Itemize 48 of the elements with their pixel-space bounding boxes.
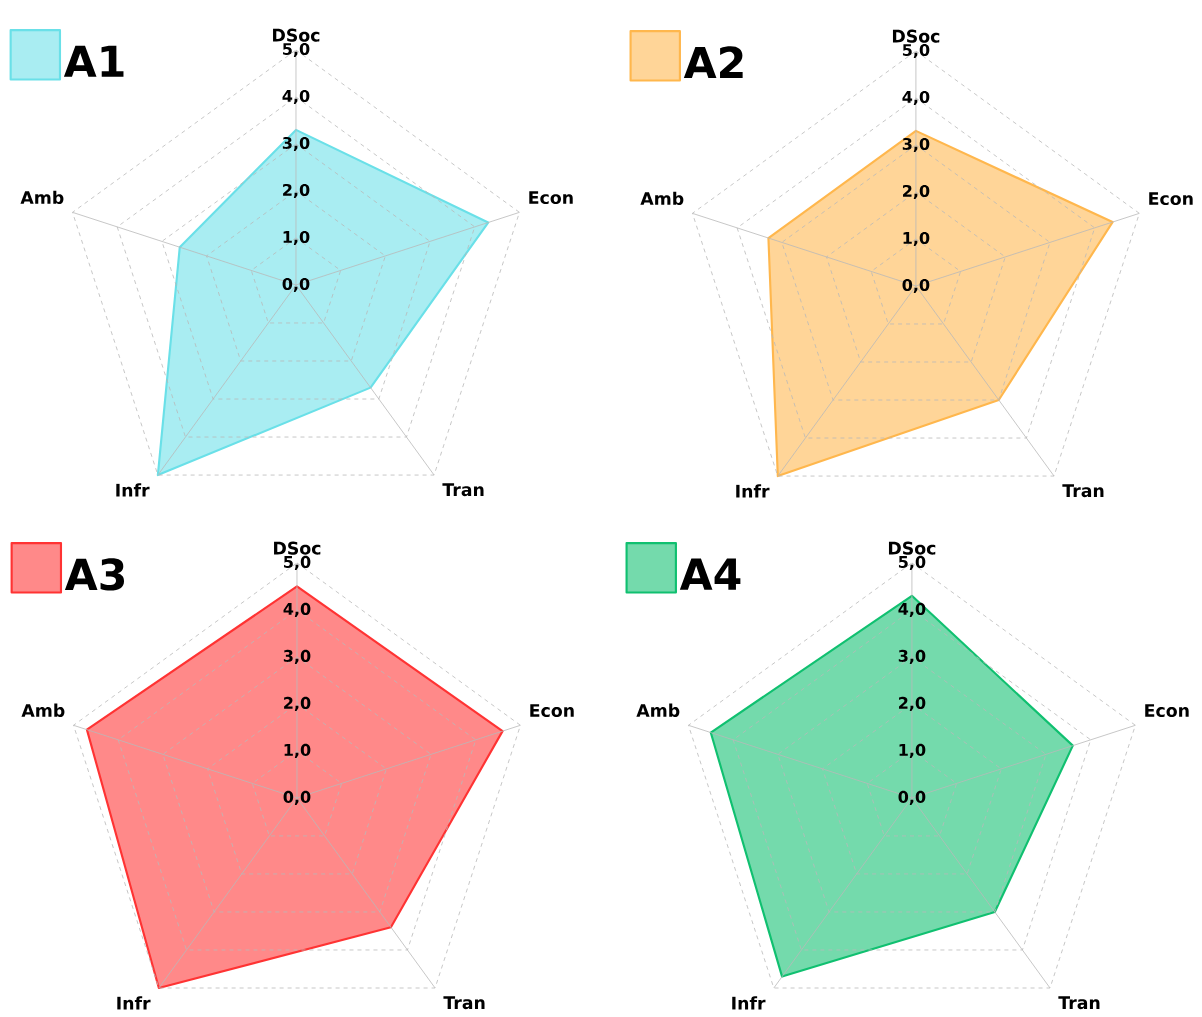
spoke-label: DSoc	[274, 541, 321, 555]
legend-label: A2	[683, 46, 743, 78]
y-tick-label: 3,0	[282, 136, 310, 151]
y-tick-label: 0,0	[282, 277, 310, 292]
y-tick-label: 3,0	[283, 649, 311, 664]
spoke-label: Amb	[20, 190, 64, 204]
spoke-label: Econ	[1145, 703, 1189, 717]
y-tick-label: 0,0	[283, 790, 311, 805]
y-tick-label: 5,0	[284, 555, 311, 570]
y-tick-label: 5,0	[898, 555, 926, 570]
spoke-label: Econ	[529, 191, 573, 204]
spoke-label: Infr	[736, 484, 770, 498]
spoke-label: Amb	[636, 703, 680, 717]
y-tick-label: 5,0	[902, 43, 930, 58]
spoke-label: Infr	[732, 996, 766, 1010]
y-tick-label: 2,0	[284, 696, 311, 711]
y-tick-label: 2,0	[283, 183, 310, 198]
spoke-label: Tran	[1058, 996, 1100, 1009]
y-tick-label: 0,0	[902, 278, 930, 293]
spoke-label: Econ	[1149, 192, 1193, 205]
y-tick-label: 2,0	[899, 696, 926, 711]
y-tick-label: 4,0	[283, 602, 311, 617]
y-tick-label: 2,0	[903, 184, 930, 199]
spoke-label: Tran	[443, 996, 485, 1009]
legend-label: A1	[63, 45, 124, 77]
y-tick-label: 4,0	[282, 89, 310, 104]
y-tick-label: 1,0	[283, 230, 310, 245]
y-tick-label: 1,0	[284, 743, 311, 758]
y-tick-label: 4,0	[902, 90, 930, 105]
y-tick-label: 4,0	[898, 602, 926, 617]
y-tick-label: 1,0	[903, 231, 930, 246]
y-tick-label: 5,0	[283, 42, 310, 57]
legend-label: A3	[64, 558, 125, 591]
spoke-label: Amb	[21, 703, 65, 717]
spoke-label: Infr	[117, 996, 151, 1010]
spoke-label: Tran	[442, 483, 484, 497]
y-tick-label: 0,0	[898, 790, 926, 805]
y-tick-label: 3,0	[902, 137, 930, 152]
y-tick-label: 3,0	[898, 649, 926, 664]
spoke-label: Amb	[640, 191, 684, 205]
spoke-label: DSoc	[888, 541, 936, 555]
spoke-label: Infr	[116, 483, 150, 497]
y-tick-label: 1,0	[899, 743, 926, 758]
spoke-label: DSoc	[892, 29, 940, 43]
spoke-label: Econ	[530, 703, 574, 717]
spoke-label: DSoc	[273, 28, 320, 42]
legend-label: A4	[679, 558, 741, 590]
spoke-label: Tran	[1062, 484, 1104, 498]
